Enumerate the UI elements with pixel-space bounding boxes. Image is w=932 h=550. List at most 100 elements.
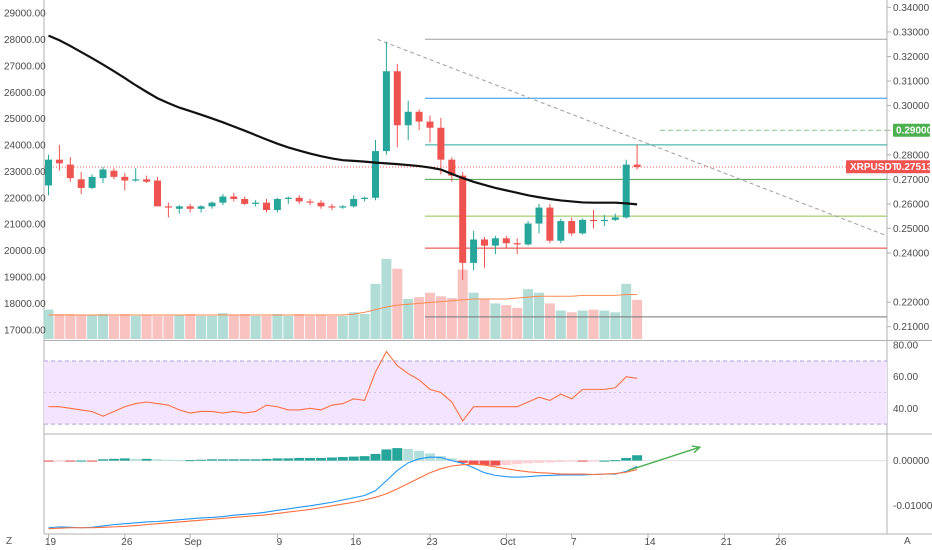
candle bbox=[513, 238, 521, 255]
time-axis-label: 7 bbox=[571, 537, 577, 548]
candle-body bbox=[208, 202, 216, 207]
macd-histogram-bar bbox=[435, 456, 446, 461]
macd-histogram-bar bbox=[621, 457, 632, 461]
candle bbox=[459, 171, 467, 281]
dashed-trendline[interactable] bbox=[377, 38, 888, 237]
left-axis-tick-label: 27000.00 bbox=[4, 61, 46, 72]
candle bbox=[382, 41, 390, 155]
volume-bar bbox=[599, 310, 610, 339]
candle-body bbox=[197, 206, 205, 209]
candle-body bbox=[110, 170, 118, 177]
volume-bar bbox=[490, 303, 501, 339]
candle-body bbox=[88, 176, 96, 188]
candle bbox=[328, 203, 336, 211]
candle-body bbox=[459, 175, 467, 263]
candle bbox=[437, 117, 445, 175]
left-price-axis[interactable]: 29000.00 28000.00 27000.00 26000.00 25000.00… bbox=[4, 9, 46, 337]
macd-histogram-bar bbox=[174, 460, 185, 462]
left-axis-tick-label: 20000.00 bbox=[4, 246, 46, 257]
candle bbox=[502, 235, 510, 249]
price-panel[interactable] bbox=[43, 0, 932, 535]
rsi-axis-label: 40.00 bbox=[893, 404, 918, 415]
rsi-panel[interactable]: 80.00 60.00 40.00 bbox=[44, 341, 918, 425]
candle-body bbox=[415, 111, 423, 122]
right-axis-tick-label: 0.34000 bbox=[893, 3, 930, 14]
candle-body bbox=[426, 121, 434, 128]
volume-bar bbox=[555, 310, 566, 339]
candle bbox=[143, 175, 151, 184]
volume-bar bbox=[534, 292, 544, 339]
signal-line bbox=[48, 463, 638, 530]
candle-body bbox=[491, 238, 499, 246]
macd-histogram-bar bbox=[544, 460, 555, 463]
volume-bar bbox=[130, 315, 141, 339]
time-axis-label: 26 bbox=[775, 537, 787, 548]
time-axis-label: 23 bbox=[427, 537, 439, 548]
candle bbox=[55, 144, 63, 171]
moving-average-line bbox=[48, 34, 638, 206]
candle bbox=[633, 144, 641, 170]
candle-body bbox=[372, 151, 379, 198]
volume-bar bbox=[392, 268, 403, 339]
candle bbox=[154, 176, 161, 207]
macd-histogram-bar bbox=[261, 458, 272, 461]
trend-arrow-line[interactable] bbox=[627, 446, 701, 472]
candle-body bbox=[230, 196, 238, 199]
candle-body bbox=[524, 223, 532, 245]
macd-panel[interactable]: 0.00000 -0.01000 bbox=[43, 445, 932, 530]
volume-bar bbox=[610, 312, 621, 339]
volume-bar bbox=[457, 269, 468, 339]
volume-bar bbox=[163, 315, 174, 339]
time-axis[interactable]: 19 26 Sep 9 16 23 Oct 7 14 21 26 bbox=[45, 534, 787, 548]
macd-axis-label: 0.00000 bbox=[893, 456, 930, 467]
volume-bar bbox=[54, 314, 65, 339]
right-axis-tick-label: 0.22000 bbox=[893, 298, 930, 309]
target-tag-value: 0.29000 bbox=[896, 126, 932, 137]
right-axis-tick-label: 0.33000 bbox=[893, 27, 930, 38]
candle-body bbox=[143, 179, 151, 182]
macd-histogram-bar bbox=[610, 460, 621, 462]
macd-histogram-bar bbox=[108, 458, 119, 461]
volume-bar bbox=[501, 305, 512, 339]
candle-body bbox=[77, 179, 85, 188]
candle-body bbox=[295, 197, 303, 202]
candle-body bbox=[306, 201, 314, 203]
right-axis-tick-label: 0.21000 bbox=[893, 322, 930, 333]
candle bbox=[252, 200, 260, 207]
candle bbox=[66, 157, 74, 182]
candle bbox=[393, 63, 401, 148]
candle-body bbox=[600, 219, 608, 222]
volume-bar bbox=[446, 298, 457, 339]
candle-body bbox=[590, 219, 597, 222]
candle bbox=[219, 194, 227, 206]
candle-body bbox=[186, 206, 194, 209]
macd-histogram-bar bbox=[326, 457, 337, 461]
auto-scale-toggle[interactable]: A bbox=[904, 536, 911, 547]
candle-body bbox=[284, 197, 292, 199]
macd-histogram-bar bbox=[588, 460, 599, 462]
candle bbox=[568, 217, 576, 236]
left-axis-tick-label: 25000.00 bbox=[4, 114, 46, 125]
macd-histogram-bar bbox=[468, 460, 479, 465]
candle-body bbox=[448, 159, 456, 176]
time-axis-label: 19 bbox=[45, 537, 57, 548]
macd-histogram-bar bbox=[119, 458, 130, 461]
candle-body bbox=[611, 217, 619, 220]
left-axis-tick-label: 19000.00 bbox=[4, 273, 46, 284]
macd-axis-label: -0.01000 bbox=[893, 501, 932, 512]
candle bbox=[45, 154, 52, 196]
candle-body bbox=[66, 164, 74, 179]
left-axis-tick-label: 23000.00 bbox=[4, 167, 46, 178]
volume-bar bbox=[76, 314, 87, 339]
candle bbox=[415, 109, 423, 131]
candle-body bbox=[55, 159, 63, 164]
candle-body bbox=[633, 164, 641, 168]
log-scale-toggle[interactable]: Z bbox=[6, 536, 12, 547]
candle-body bbox=[252, 202, 260, 204]
ticker-tag-background bbox=[846, 160, 930, 174]
right-axis-tick-label: 0.25000 bbox=[893, 224, 930, 235]
right-axis-tick-label: 0.32000 bbox=[893, 52, 930, 63]
candle-body bbox=[328, 206, 336, 208]
candle-body bbox=[382, 71, 390, 152]
